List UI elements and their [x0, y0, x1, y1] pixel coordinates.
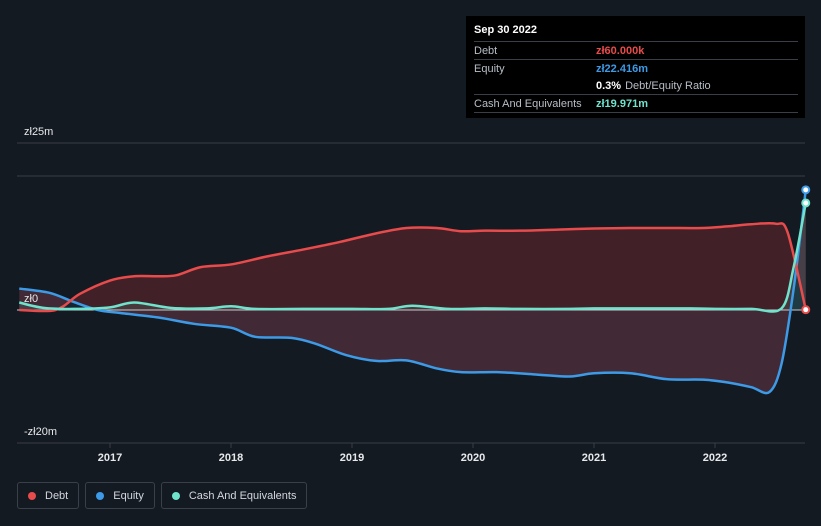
debt-equity-fill-area: [19, 189, 806, 394]
x-tick-label: 2018: [219, 452, 243, 464]
tooltip-equity-label: Equity: [474, 62, 505, 75]
x-tick-label: 2019: [340, 452, 364, 464]
legend-label-debt: Debt: [45, 489, 69, 502]
legend: Debt Equity Cash And Equivalents: [17, 482, 308, 511]
legend-item-equity[interactable]: Equity: [85, 482, 155, 509]
y-tick-label: -zł20m: [24, 426, 57, 438]
y-tick-label: zł0: [24, 293, 38, 305]
x-tick-label: 2020: [461, 452, 485, 464]
series-line-cash: [18, 202, 807, 313]
legend-item-debt[interactable]: Debt: [17, 482, 80, 509]
y-tick-label: zł25m: [24, 126, 53, 138]
tooltip-date: Sep 30 2022: [474, 24, 537, 36]
legend-dot-cash: [171, 491, 180, 500]
tooltip-ratio-label: Debt/Equity Ratio: [625, 79, 711, 92]
series-line-equity: [19, 189, 807, 395]
x-tick-label: 2021: [582, 452, 606, 464]
series-line-debt: [19, 221, 807, 313]
tooltip-debt-label: Debt: [474, 44, 498, 57]
legend-label-equity: Equity: [113, 489, 144, 502]
tooltip-panel: Sep 30 2022 Debt zł60.000k Equity zł22.4…: [466, 16, 805, 118]
tooltip-equity-row: Equity zł22.416m: [474, 59, 798, 77]
tooltip-equity-value: zł22.416m: [596, 62, 648, 75]
tooltip-cash-row: Cash And Equivalents zł19.971m: [474, 94, 798, 113]
marker-cash-end: [801, 198, 811, 208]
marker-debt-end: [801, 305, 811, 315]
tooltip-cash-label: Cash And Equivalents: [474, 97, 582, 110]
legend-dot-equity: [96, 491, 105, 500]
equity-fill-area: [19, 189, 806, 394]
x-tick-label: 2022: [703, 452, 727, 464]
tooltip-debt-value: zł60.000k: [596, 44, 645, 57]
legend-item-cash[interactable]: Cash And Equivalents: [160, 482, 308, 509]
x-tick-label: 2017: [98, 452, 122, 464]
legend-dot-debt: [28, 491, 36, 500]
tooltip-ratio-row: 0.3% Debt/Equity Ratio: [474, 77, 798, 94]
tooltip-debt-row: Debt zł60.000k: [474, 41, 798, 59]
tooltip-cash-value: zł19.971m: [596, 97, 648, 110]
marker-equity-end: [801, 185, 811, 195]
tooltip-ratio-value: 0.3%: [596, 79, 622, 92]
legend-label-cash: Cash And Equivalents: [188, 489, 297, 502]
